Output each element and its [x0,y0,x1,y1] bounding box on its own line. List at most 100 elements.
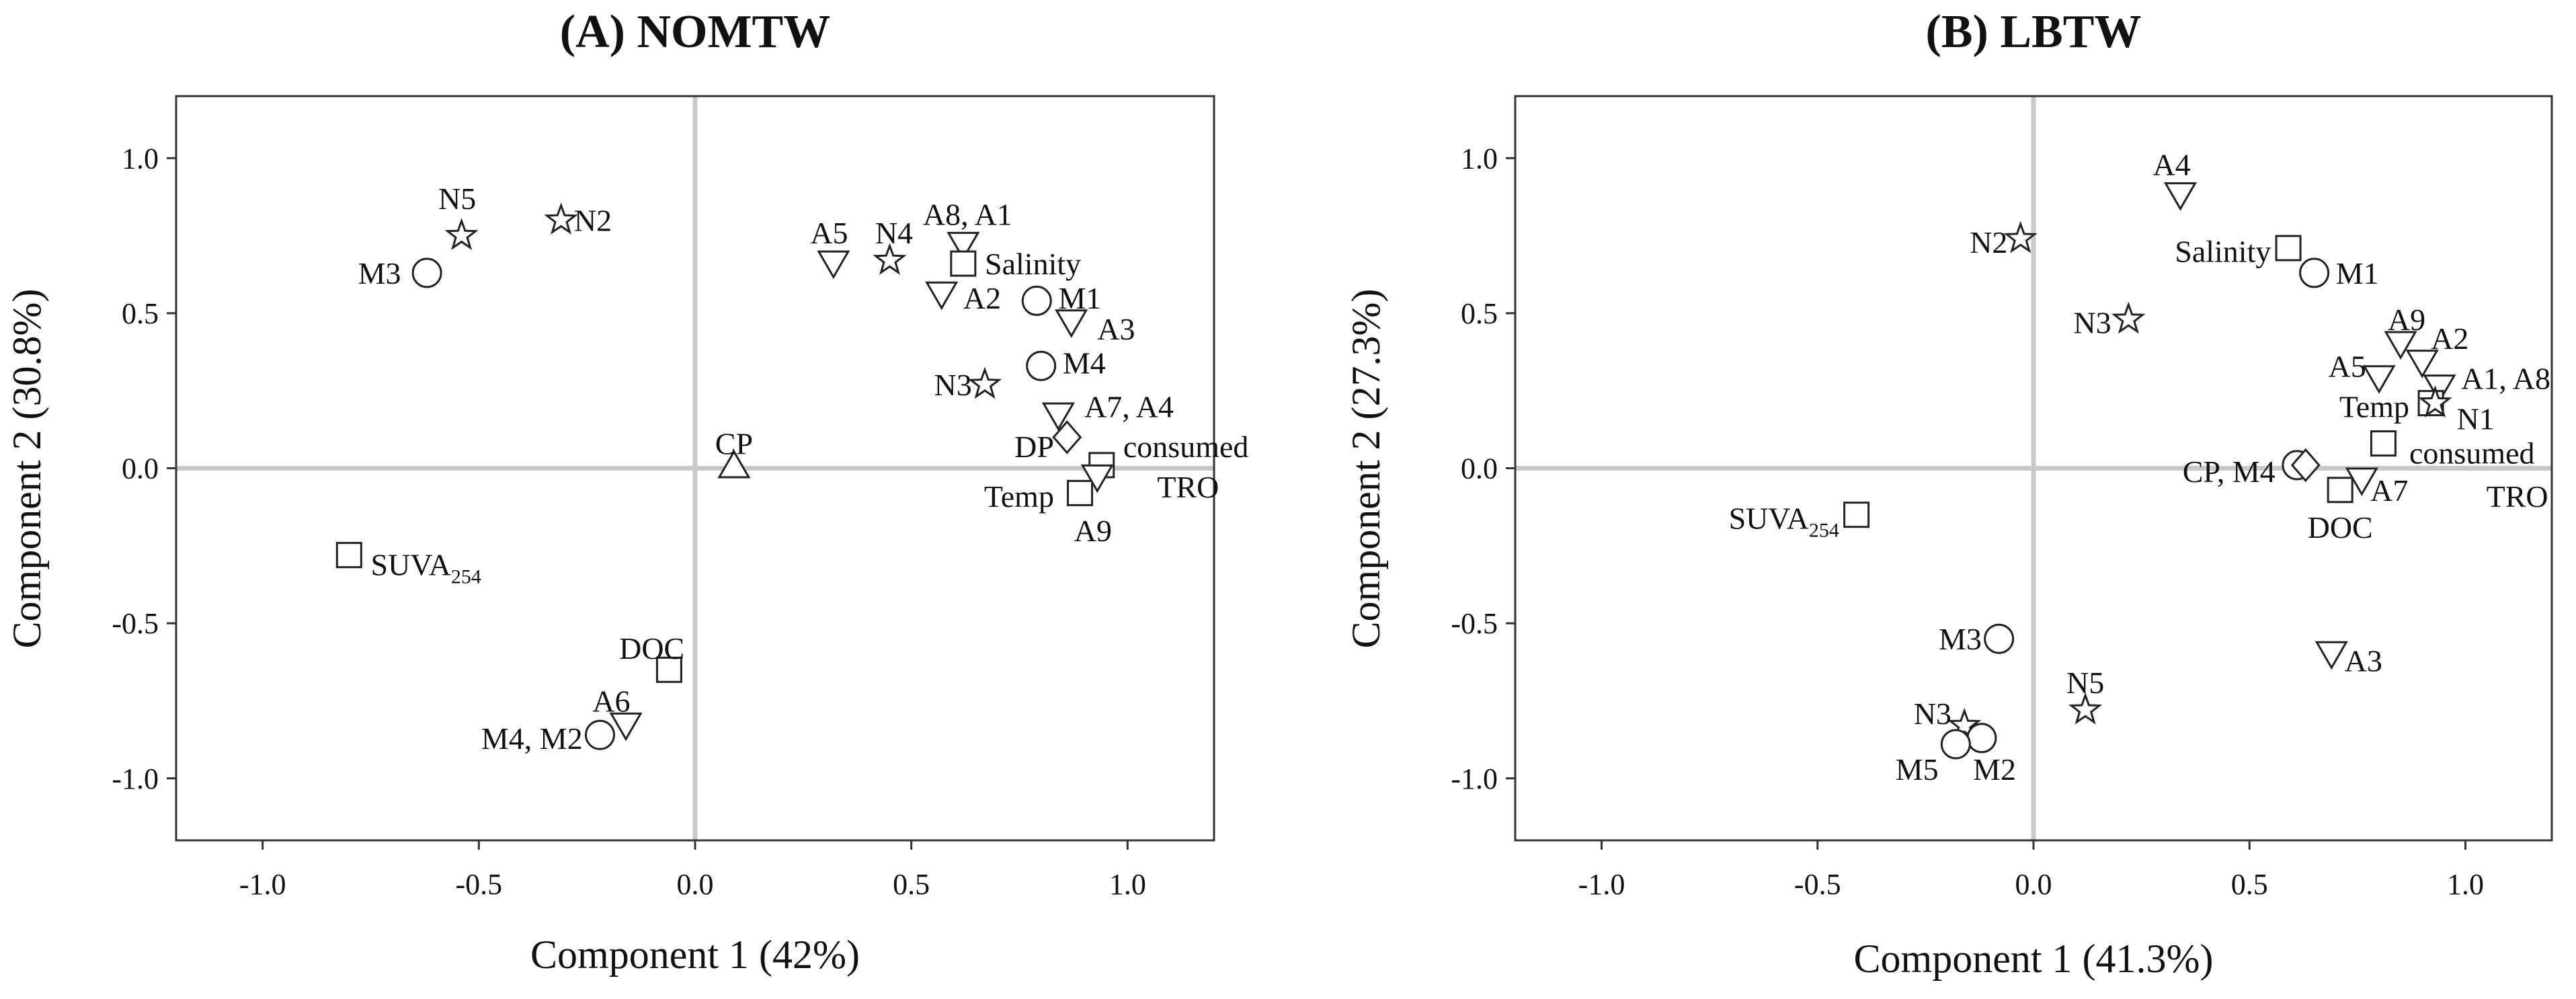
point-n2-star-marker [2003,221,2038,253]
point-label-subscript: 254 [451,565,481,588]
point-label-a9: A9 [1074,514,1112,548]
point-label-m2: M2 [1973,752,2016,787]
x-tick-label: 1.0 [1109,868,1146,901]
point-a3-tri-down-marker [1055,309,1088,338]
point-label-cp-m4: CP, M4 [2183,454,2276,489]
panel-b-lbtw: (B) LBTW Component 1 (41.3%) Component 2 (… [1344,6,2553,981]
point-a2-tri-down-marker [925,281,959,311]
point-n5-star-marker [444,218,479,250]
point-label-a3: A3 [2345,643,2382,678]
point-a2-tri-down-marker [2405,350,2439,378]
point-temp-square-marker [1067,479,1094,506]
point-consumed-square-marker [2370,430,2397,457]
point-label-m5: M5 [1896,752,1939,787]
point-m2-circle-marker [1966,723,1997,754]
point-label-consumed: consumed [2409,436,2535,470]
point-a1-a8-tri-down-marker [2423,374,2456,403]
point-doc-square-marker [655,656,682,683]
point-m1-circle-marker [1021,285,1052,316]
point-a9-tri-down-marker [2384,331,2417,360]
y-axis-title: Component 2 (30.8%) [5,289,49,649]
point-m1-circle-marker [2299,257,2330,288]
point-label-n2: N2 [1970,225,2007,259]
point-label-temp: Temp [984,479,1054,514]
y-tick-label: 1.0 [1461,142,1498,175]
point-label-a2: A2 [963,281,1001,315]
point-label-m3: M3 [1939,622,1982,656]
panel-a-nomtw: (A) NOMTW Component 1 (42%) Component 2 (3… [5,6,1248,977]
point-n2-star-marker [544,202,578,235]
point-a5-tri-down-marker [2362,365,2396,394]
point-a7-tri-down-marker [2345,467,2378,496]
point-label-a5: A5 [810,216,848,250]
point-label-a2: A2 [2431,321,2468,356]
point-a8-a1-tri-down-marker [947,231,980,261]
point-m4-circle-marker [1026,350,1057,381]
point-label-doc: DOC [619,631,684,666]
x-tick-label: -1.0 [1578,868,1625,901]
point-a6-tri-down-marker [609,712,643,742]
point-suva-square-marker [1843,502,1870,528]
y-tick-label: -0.5 [112,607,159,640]
point-suva-square-marker [335,542,362,569]
point-label-suva: SUVA254 [1729,501,1839,541]
y-tick-label: -1.0 [112,762,159,795]
point-label-m4: M4 [1063,346,1106,381]
y-tick-label: -1.0 [1451,762,1498,795]
point-label-tro: TRO [2487,479,2548,514]
point-label-dp: DP [1014,430,1054,464]
point-label-m3: M3 [358,256,401,290]
x-tick-label: 0.0 [677,868,714,901]
point-label-doc: DOC [2308,510,2373,545]
y-tick-label: -0.5 [1451,607,1498,640]
point-m3-circle-marker [411,257,442,288]
y-tick-label: 0.0 [1461,452,1498,485]
point-dp-diamond-marker [1052,420,1082,454]
x-axis-title: Component 1 (41.3%) [1854,936,2214,981]
point-label-a8-a1: A8, A1 [923,197,1012,231]
point-a7-a4-tri-down-marker [1041,402,1076,432]
point-n5-star-marker [2068,692,2103,725]
point-label-subscript: 254 [1809,519,1839,541]
x-axis-title: Component 1 (42%) [530,932,860,977]
point-label-salinity: Salinity [985,247,1081,281]
point-label-a9: A9 [2388,303,2425,337]
point-label-a7: A7 [2370,473,2408,508]
x-tick-label: 0.5 [2231,868,2268,901]
point-a5-tri-down-marker [817,250,850,280]
point-label-m1: M1 [2336,256,2379,290]
point-label-m4-m2: M4, M2 [481,721,583,756]
point-n4-star-marker [873,243,907,275]
point-a3-tri-down-marker [2315,641,2348,670]
point-label-n5: N5 [438,182,476,216]
y-tick-label: 1.0 [122,142,159,175]
point-label-n3: N3 [934,368,971,402]
y-tick-label: 0.5 [1461,297,1498,330]
point-a9-tri-down-marker [1080,464,1114,493]
point-m4-m2-circle-marker [584,719,615,750]
point-n3-star-marker [1947,707,1982,740]
point-label-tro: TRO [1157,470,1219,504]
panel-title: (A) NOMTW [560,6,830,58]
point-n1-star-marker [2418,385,2452,418]
y-axis-title: Component 2 (27.3%) [1344,289,1388,649]
point-label-n3: N3 [1914,696,1951,731]
point-label-n4: N4 [875,216,913,250]
point-label-salinity: Salinity [2175,235,2271,269]
point-label-a6: A6 [592,684,630,718]
x-tick-label: 0.5 [893,868,930,901]
x-tick-label: -0.5 [456,868,503,901]
point-label-cp: CP [715,427,753,461]
point-label-a1-a8: A1, A8 [2461,362,2550,396]
panel-title: (B) LBTW [1926,6,2142,58]
point-label-temp: Temp [2339,389,2409,424]
point-salinity-square-marker [2275,235,2302,262]
point-n3-star-marker [967,366,1002,399]
point-label-suva: SUVA254 [371,547,481,588]
point-m3-circle-marker [1984,623,2015,654]
point-label-n3: N3 [2073,306,2111,340]
point-doc-square-marker [2327,477,2353,504]
point-unlabeled-diamond-marker [2290,448,2321,483]
